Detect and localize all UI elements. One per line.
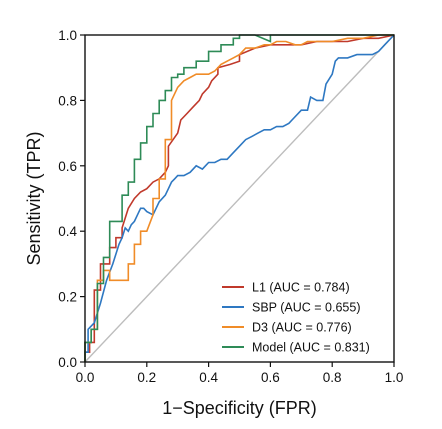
y-tick-label: 0.4 xyxy=(58,224,77,239)
roc-curve-d3 xyxy=(84,34,394,362)
legend-label-d3: D3 (AUC = 0.776) xyxy=(252,321,352,335)
y-axis-label: Sensitivity (TPR) xyxy=(24,131,44,265)
y-tick-label: 0.2 xyxy=(58,290,77,305)
legend-label-model: Model (AUC = 0.831) xyxy=(252,341,370,355)
roc-curve-model xyxy=(84,34,394,362)
plot-frame xyxy=(84,34,395,363)
x-tick-label: 0.4 xyxy=(199,370,218,385)
chance-diagonal-line xyxy=(84,34,395,363)
roc-curve-sbp xyxy=(84,34,395,362)
roc-curve-l1 xyxy=(84,34,395,362)
x-tick-label: 0.2 xyxy=(137,370,156,385)
y-tick-label: 0.0 xyxy=(58,355,77,370)
y-tick-label: 0.6 xyxy=(58,159,77,174)
legend: L1 (AUC = 0.784) SBP (AUC = 0.655) D3 (AUC… xyxy=(222,281,370,355)
legend-label-sbp: SBP (AUC = 0.655) xyxy=(252,301,361,315)
y-tick-label: 1.0 xyxy=(58,28,77,43)
x-tick-label: 0.8 xyxy=(323,370,342,385)
tick-layer: 0.0 0.2 0.4 0.6 0.8 1.0 0.0 0.2 0.4 0.6 0.8 1.0 xyxy=(58,28,403,385)
legend-label-l1: L1 (AUC = 0.784) xyxy=(252,281,350,295)
y-tick-label: 0.8 xyxy=(58,93,77,108)
x-tick-label: 0.6 xyxy=(261,370,280,385)
series-layer xyxy=(84,34,395,363)
x-tick-label: 0.0 xyxy=(76,370,95,385)
x-axis-label: 1−Specificity (FPR) xyxy=(162,398,317,418)
x-tick-label: 1.0 xyxy=(385,370,404,385)
